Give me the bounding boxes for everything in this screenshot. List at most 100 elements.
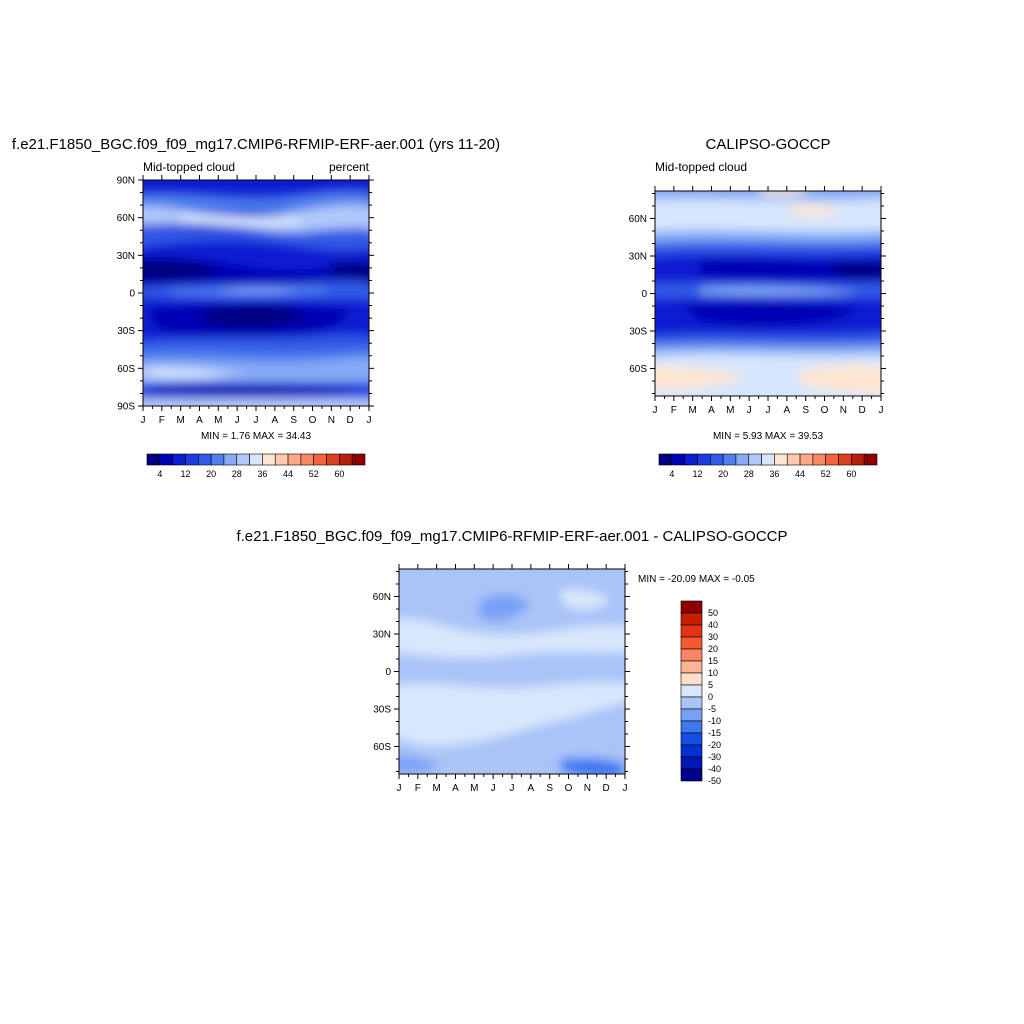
diff-colorbar-label: 10	[708, 668, 718, 678]
model-colorbar-label: 60	[334, 469, 344, 479]
model-heatmap	[143, 180, 369, 406]
model-subtitle-right: percent	[329, 160, 370, 174]
diff-colorbar-swatch	[680, 672, 703, 686]
diff-xtick-label: J	[397, 783, 402, 794]
diff-stats: MIN = -20.09 MAX = -0.05	[638, 574, 755, 585]
diff-colorbar-swatch	[680, 696, 703, 710]
model-xtick-label: F	[159, 415, 165, 426]
model-colorbar-swatch	[326, 453, 340, 466]
diff-heatmap	[399, 569, 625, 774]
obs-xtick-label: M	[688, 405, 696, 416]
obs-xtick-label: S	[802, 405, 809, 416]
obs-xtick-label: O	[821, 405, 829, 416]
model-colorbar-swatch	[351, 453, 366, 466]
obs-colorbar-swatch	[799, 453, 814, 466]
diff-xtick-label: J	[510, 783, 515, 794]
diff-panel: f.e21.F1850_BGC.f09_f09_mg17.CMIP6-RFMIP…	[236, 528, 787, 794]
obs-colorbar-label: 36	[769, 469, 779, 479]
model-ytick-label: 60S	[117, 364, 135, 375]
diff-colorbar-swatch	[680, 756, 703, 770]
obs-colorbar-label: 44	[795, 469, 805, 479]
diff-colorbar-label: -5	[708, 704, 716, 714]
model-ytick-label: 60N	[117, 213, 135, 224]
diff-colorbar-swatch	[680, 636, 703, 650]
diff-ytick-label: 60N	[373, 592, 391, 603]
obs-xtick-label: D	[859, 405, 866, 416]
obs-ytick-label: 60S	[629, 364, 647, 375]
diff-colorbar-swatch	[680, 744, 703, 758]
model-ytick-label: 30S	[117, 326, 135, 337]
model-colorbar-swatch	[159, 453, 173, 466]
obs-colorbar-swatch	[838, 453, 852, 466]
diff-xtick-label: O	[565, 783, 573, 794]
model-xtick-label: M	[176, 415, 184, 426]
obs-heatmap	[655, 191, 881, 396]
model-xtick-label: J	[367, 415, 372, 426]
diff-colorbar-swatch	[680, 660, 703, 674]
diff-xtick-label: N	[584, 783, 591, 794]
model-ytick-label: 0	[129, 289, 135, 300]
obs-title: CALIPSO-GOCCP	[705, 136, 830, 153]
model-colorbar-label: 36	[257, 469, 267, 479]
model-colorbar-swatch	[223, 453, 238, 466]
obs-colorbar-swatch	[709, 453, 724, 466]
model-panel: f.e21.F1850_BGC.f09_f09_mg17.CMIP6-RFMIP…	[12, 136, 500, 479]
diff-colorbar-label: 20	[708, 644, 718, 654]
obs-colorbar-label: 60	[846, 469, 856, 479]
model-stats: MIN = 1.76 MAX = 34.43	[201, 431, 311, 442]
obs-colorbar-swatch	[684, 453, 698, 466]
obs-xtick-label: J	[879, 405, 884, 416]
diff-ytick-label: 0	[385, 667, 391, 678]
diff-colorbar-label: -30	[708, 752, 721, 762]
diff-xtick-label: M	[470, 783, 478, 794]
obs-colorbar-label: 52	[821, 469, 831, 479]
obs-ytick-label: 0	[641, 289, 647, 300]
model-colorbar-label: 52	[309, 469, 319, 479]
model-colorbar-swatch	[313, 453, 327, 466]
model-colorbar-label: 20	[206, 469, 216, 479]
model-xtick-label: A	[196, 415, 203, 426]
model-xtick-label: D	[347, 415, 354, 426]
model-colorbar-swatch	[210, 453, 225, 466]
diff-colorbar-swatch	[680, 720, 703, 734]
model-colorbar-label: 12	[180, 469, 190, 479]
obs-colorbar-swatch	[863, 453, 878, 466]
model-colorbar-swatch	[287, 453, 302, 466]
obs-colorbar-swatch	[658, 453, 673, 466]
diff-colorbar-label: 30	[708, 632, 718, 642]
obs-colorbar-swatch	[812, 453, 827, 466]
model-colorbar: 4 12 20 28 36 44 52 60	[146, 453, 366, 479]
model-colorbar-swatch	[236, 453, 250, 466]
model-xtick-label: S	[290, 415, 297, 426]
obs-colorbar-swatch	[825, 453, 839, 466]
model-colorbar-swatch	[249, 453, 263, 466]
diff-ytick-label: 30N	[373, 630, 391, 641]
model-ytick-label: 90S	[117, 402, 135, 413]
diff-colorbar-swatch	[680, 648, 703, 662]
obs-xtick-label: J	[747, 405, 752, 416]
model-colorbar-label: 4	[157, 469, 162, 479]
diff-colorbar-label: -10	[708, 716, 721, 726]
model-xtick-label: J	[254, 415, 259, 426]
diff-colorbar-label: -15	[708, 728, 721, 738]
diff-colorbar-label: 40	[708, 620, 718, 630]
model-xtick-label: O	[309, 415, 317, 426]
model-colorbar-swatch	[300, 453, 315, 466]
model-colorbar-label: 44	[283, 469, 293, 479]
diff-colorbar-swatch	[680, 600, 703, 614]
diff-xtick-label: J	[623, 783, 628, 794]
diff-xtick-label: F	[415, 783, 421, 794]
obs-colorbar-swatch	[761, 453, 775, 466]
model-colorbar-label: 28	[232, 469, 242, 479]
diff-xtick-label: S	[546, 783, 553, 794]
model-title: f.e21.F1850_BGC.f09_f09_mg17.CMIP6-RFMIP…	[12, 136, 500, 153]
diff-colorbar-label: 15	[708, 656, 718, 666]
model-xtick-label: J	[141, 415, 146, 426]
obs-colorbar-swatch	[722, 453, 737, 466]
model-colorbar-swatch	[197, 453, 212, 466]
model-colorbar-swatch	[146, 453, 161, 466]
diff-colorbar-label: 0	[708, 692, 713, 702]
model-xtick-label: J	[235, 415, 240, 426]
